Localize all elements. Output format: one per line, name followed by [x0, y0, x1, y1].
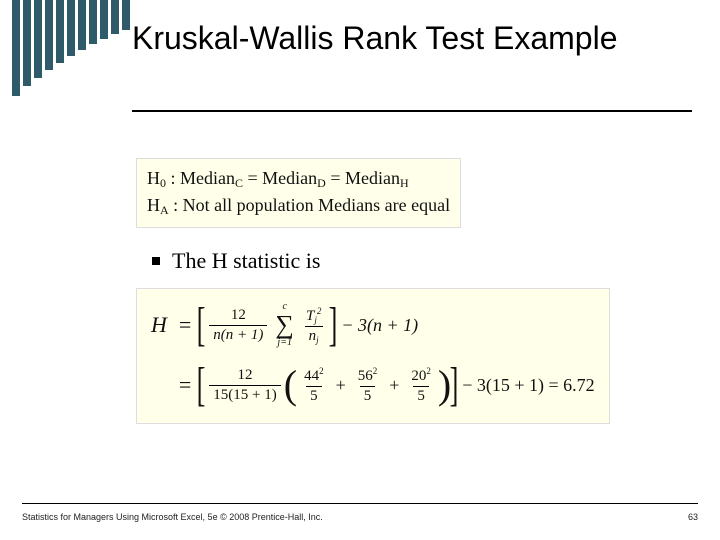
sigma: c ∑ j=1	[275, 302, 294, 348]
accent-bar	[67, 0, 75, 56]
bullet-icon	[152, 257, 160, 265]
accent-bar	[34, 0, 42, 78]
page-number: 63	[688, 512, 698, 522]
formula-numeric: H = [ 12 15(15 + 1) ( 442 5 + 562 5 + 20…	[151, 359, 595, 411]
accent-bar	[111, 0, 119, 34]
title-accent-bars	[12, 0, 133, 96]
formula-general: H = [ 12 n(n + 1) c ∑ j=1 Tj2 nj ] − 3(n…	[151, 299, 595, 351]
tail-general: − 3(n + 1)	[341, 315, 418, 336]
formula-box: H = [ 12 n(n + 1) c ∑ j=1 Tj2 nj ] − 3(n…	[136, 288, 610, 424]
hypotheses-box: H0 : MedianC = MedianD = MedianH HA : No…	[136, 158, 461, 228]
bullet-text: The H statistic is	[172, 248, 320, 274]
bullet-row: The H statistic is	[152, 248, 320, 274]
alt-hypothesis: HA : Not all population Medians are equa…	[147, 192, 450, 219]
tail-numeric: − 3(15 + 1) = 6.72	[462, 375, 594, 396]
slide-title: Kruskal-Wallis Rank Test Example	[132, 20, 692, 57]
accent-bar	[122, 0, 130, 30]
null-hypothesis: H0 : MedianC = MedianD = MedianH	[147, 165, 450, 192]
accent-bar	[23, 0, 31, 86]
frac-tj: Tj2 nj	[302, 306, 325, 345]
accent-bar	[100, 0, 108, 39]
accent-bar	[12, 0, 20, 96]
title-underline	[132, 110, 692, 112]
var-H: H	[151, 312, 167, 338]
accent-bar	[89, 0, 97, 44]
slide: Kruskal-Wallis Rank Test Example H0 : Me…	[0, 0, 720, 540]
accent-bar	[78, 0, 86, 50]
title-block: Kruskal-Wallis Rank Test Example	[132, 20, 692, 57]
frac-const: 12 n(n + 1)	[209, 307, 267, 344]
footer-citation: Statistics for Managers Using Microsoft …	[22, 512, 323, 522]
accent-bar	[45, 0, 53, 70]
footer-rule	[22, 503, 698, 504]
accent-bar	[56, 0, 64, 63]
